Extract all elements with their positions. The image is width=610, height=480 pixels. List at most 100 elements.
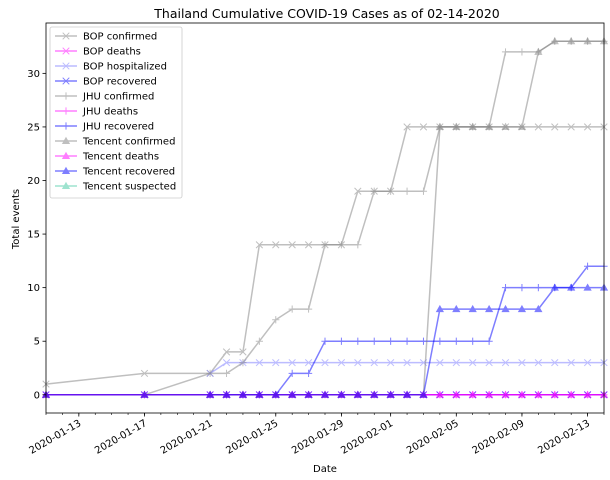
- legend-label: Tencent deaths: [82, 152, 159, 163]
- data-point: [288, 358, 296, 367]
- data-point: [534, 390, 543, 398]
- data-point: [403, 123, 411, 131]
- x-tick-label: 2020-01-21: [159, 418, 215, 457]
- legend-entry: Tencent suspected: [55, 182, 176, 193]
- legend-entry: BOP recovered: [55, 77, 157, 88]
- data-point: [271, 390, 280, 398]
- data-point: [583, 358, 592, 367]
- legend-swatch: [55, 107, 77, 115]
- data-point: [222, 369, 231, 377]
- legend-entry: Tencent confirmed: [55, 137, 175, 148]
- y-tick-label: 20: [27, 176, 40, 187]
- data-point: [485, 390, 494, 398]
- legend: BOP confirmed BOP deaths BOP hospitalized B…: [49, 26, 183, 199]
- legend-label: BOP confirmed: [83, 32, 157, 43]
- legend-marker: [61, 136, 71, 144]
- data-point: [518, 284, 526, 292]
- data-point: [403, 337, 411, 345]
- y-tick-label: 5: [34, 337, 40, 348]
- legend-label: BOP hospitalized: [83, 62, 167, 73]
- data-point: [354, 337, 362, 345]
- data-point: [304, 241, 313, 249]
- x-tick-label: 2020-02-01: [339, 418, 395, 457]
- data-point: [435, 390, 444, 398]
- data-point: [567, 390, 576, 398]
- data-point: [517, 304, 527, 313]
- data-point: [583, 283, 592, 291]
- data-point: [534, 47, 543, 55]
- data-point: [370, 358, 378, 367]
- data-point: [272, 241, 280, 249]
- legend-label: Tencent confirmed: [82, 137, 175, 148]
- data-point: [518, 358, 526, 367]
- data-point: [550, 37, 559, 45]
- data-point: [387, 337, 395, 345]
- data-point: [337, 358, 346, 367]
- data-point: [370, 337, 378, 345]
- legend-label: Tencent suspected: [82, 182, 176, 193]
- data-point: [517, 390, 527, 398]
- legend-entry: JHU deaths: [55, 107, 138, 118]
- data-point: [501, 284, 510, 292]
- legend-label: BOP deaths: [83, 47, 141, 58]
- legend-marker: [62, 77, 70, 85]
- data-point: [469, 358, 477, 367]
- data-point: [402, 390, 412, 398]
- data-point: [452, 122, 461, 130]
- data-point: [206, 390, 215, 398]
- y-tick-label: 10: [27, 283, 40, 294]
- data-point: [255, 337, 263, 345]
- legend-swatch: [55, 136, 77, 144]
- data-point: [255, 241, 264, 249]
- data-point: [567, 358, 575, 367]
- x-axis-label: Date: [313, 464, 337, 475]
- data-point: [551, 123, 559, 131]
- data-point: [419, 123, 428, 131]
- data-point: [436, 358, 444, 367]
- data-point: [354, 187, 362, 195]
- data-point: [501, 122, 510, 130]
- x-tick-label: 2020-02-09: [471, 418, 527, 457]
- data-point: [534, 358, 543, 367]
- data-point: [140, 369, 149, 378]
- legend-marker: [62, 62, 70, 70]
- data-point: [304, 390, 313, 398]
- x-tick-label: 2020-02-13: [536, 418, 592, 457]
- legend-swatch: [55, 151, 77, 159]
- legend-swatch: [55, 32, 77, 40]
- legend-entry: Tencent recovered: [55, 167, 175, 178]
- data-point: [403, 187, 411, 195]
- legend-marker: [62, 92, 70, 100]
- data-point: [370, 390, 379, 398]
- legend-swatch: [55, 166, 77, 174]
- data-point: [452, 337, 460, 345]
- data-point: [288, 305, 296, 313]
- legend-entry: BOP confirmed: [55, 32, 157, 43]
- legend-swatch: [55, 92, 77, 100]
- data-point: [501, 358, 510, 367]
- series-3: [206, 358, 608, 378]
- data-point: [403, 358, 411, 367]
- plot-area: [41, 37, 609, 399]
- data-point: [567, 123, 575, 131]
- data-point: [288, 241, 296, 249]
- x-tick-label: 2020-01-13: [27, 418, 83, 457]
- legend-entry: JHU confirmed: [55, 92, 154, 103]
- y-tick-label: 30: [27, 69, 40, 80]
- y-tick-label: 15: [27, 230, 40, 241]
- series-line: [209, 361, 604, 374]
- data-point: [551, 358, 559, 367]
- legend-marker: [61, 181, 71, 189]
- data-point: [222, 390, 231, 398]
- data-point: [550, 283, 559, 291]
- data-point: [567, 283, 576, 291]
- series-line: [210, 265, 604, 396]
- legend-label: JHU confirmed: [82, 92, 154, 103]
- data-point: [354, 241, 362, 249]
- legend-marker: [61, 166, 71, 174]
- data-point: [534, 123, 543, 131]
- series-10: [41, 283, 609, 398]
- data-point: [485, 337, 493, 345]
- legend-marker: [62, 107, 70, 115]
- legend-marker: [62, 47, 70, 55]
